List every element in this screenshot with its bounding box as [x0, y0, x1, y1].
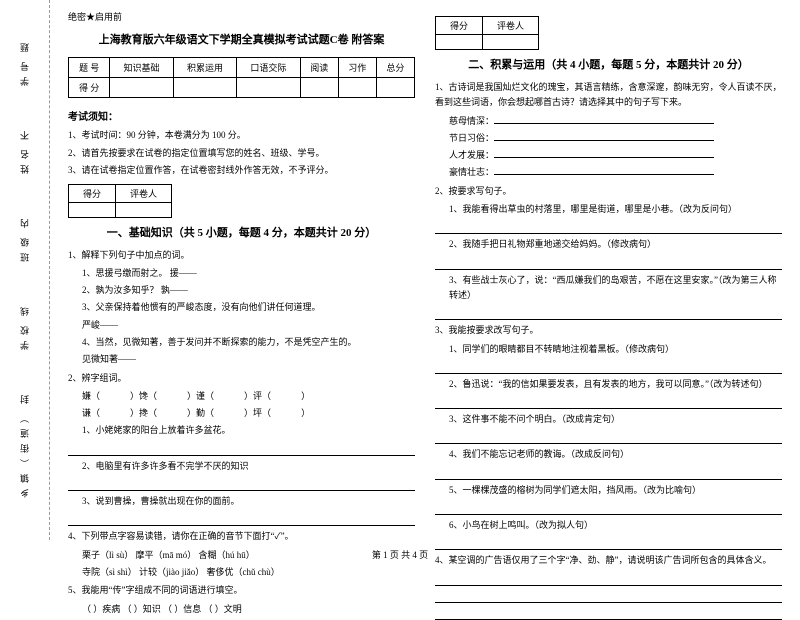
s2q3-item: 6、小鸟在树上鸣叫。（改为拟人句） [449, 518, 782, 533]
score-cell [300, 78, 338, 98]
s2q3-item: 2、鲁迅说：“我的信如果要发表，且有发表的地方，我可以同意。”（改为转述句） [449, 377, 782, 392]
q3-item: 3、说到曹操，曹操就出现在你的面前。 [82, 494, 415, 509]
mini-grader: 评卷人 [483, 17, 539, 35]
score-col: 口语交际 [237, 58, 300, 78]
s2q1-item: 慈母情深： [449, 114, 782, 129]
notice-heading: 考试须知： [68, 108, 415, 123]
score-col: 阅读 [300, 58, 338, 78]
answer-line [435, 572, 782, 586]
q5-stem: 5、我能用“传”字组成不同的词语进行填空。 [68, 583, 415, 598]
q1-item: 4、当然，见微知著，善于发问并不断探索的能力，不是凭空产生的。 [82, 335, 415, 350]
answer-line [435, 220, 782, 234]
answer-line [435, 306, 782, 320]
mini-grader: 评卷人 [116, 184, 172, 202]
s2q1-item: 人才发展： [449, 148, 782, 163]
section2-title: 二、积累与运用（共 4 小题，每题 5 分，本题共计 20 分） [435, 56, 782, 72]
s2q1-stem: 1、古诗词是我国灿烂文化的瑰宝，其语言精练，含意深邃，韵味无穷，令人百读不厌，看… [435, 80, 782, 111]
answer-line [435, 360, 782, 374]
q1-stem: 1、解释下列句子中加点的词。 [68, 248, 415, 263]
q1-item: 3、父亲保持着他惯有的严峻态度，没有向他们讲任何道理。 [82, 300, 415, 315]
s2q3-item: 1、同学们的眼睛都目不转睛地注视着黑板。（修改病句） [449, 342, 782, 357]
sidebar-field-0: 封乡镇（街道） [18, 395, 31, 498]
score-table: 题 号 知识基础 积累运用 口语交际 阅读 习作 总分 得 分 [68, 57, 415, 98]
sidebar-field-4: 题学号 [18, 43, 31, 86]
notice-item: 1、考试时间：90 分钟，本卷满分为 100 分。 [68, 129, 415, 143]
mini-cell [436, 35, 483, 50]
score-col: 总分 [376, 58, 414, 78]
answer-line [435, 256, 782, 270]
answer-line [435, 589, 782, 603]
answer-line [435, 606, 782, 620]
content-area: 绝密★启用前 上海教育版六年级语文下学期全真模拟考试试题C卷 附答案 题 号 知… [50, 0, 800, 540]
answer-line [68, 477, 415, 491]
q2-row: 谦（）搀（）勤（）坪（） [82, 406, 415, 421]
s2q3-item: 5、一棵棵茂盛的榕树为同学们遮太阳，挡风雨。（改为比喻句） [449, 483, 782, 498]
notice-item: 2、请首先按要求在试卷的指定位置填写您的姓名、班级、学号。 [68, 147, 415, 161]
s2q1-item: 节日习俗： [449, 131, 782, 146]
mini-score: 得分 [69, 184, 116, 202]
binding-sidebar: 题学号 不姓名 内班级 线学校 封乡镇（街道） [0, 0, 50, 540]
sidebar-field-1: 线学校 [18, 307, 31, 350]
score-col: 积累运用 [173, 58, 236, 78]
q3-item: 1、小姥姥家的阳台上放着许多盆花。 [82, 423, 415, 438]
section1-title: 一、基础知识（共 5 小题，每题 4 分，本题共计 20 分） [68, 224, 415, 240]
score-cell [376, 78, 414, 98]
grader-table: 得分评卷人 [68, 184, 172, 218]
score-cell [338, 78, 376, 98]
s2q2-item: 2、我随手把日礼物郑重地递交给妈妈。（修改病句） [449, 237, 782, 252]
exam-title: 上海教育版六年级语文下学期全真模拟考试试题C卷 附答案 [68, 31, 415, 47]
q1-item: 严峻—— [82, 318, 415, 333]
sidebar-field-2: 内班级 [18, 219, 31, 262]
secret-tag: 绝密★启用前 [68, 10, 415, 23]
mini-score: 得分 [436, 17, 483, 35]
s2q3-item: 4、我们不能忘记老师的教诲。（改成反问句） [449, 447, 782, 462]
right-column: 得分评卷人 二、积累与运用（共 4 小题，每题 5 分，本题共计 20 分） 1… [425, 10, 792, 530]
score-cell [237, 78, 300, 98]
left-column: 绝密★启用前 上海教育版六年级语文下学期全真模拟考试试题C卷 附答案 题 号 知… [58, 10, 425, 530]
answer-line [435, 466, 782, 480]
grader-table-2: 得分评卷人 [435, 16, 539, 50]
answer-line [435, 395, 782, 409]
answer-line [68, 442, 415, 456]
mini-cell [116, 202, 172, 217]
q3-item: 2、电脑里有许多许多看不完学不厌的知识 [82, 459, 415, 474]
s2q1-item: 豪情壮志： [449, 165, 782, 180]
s2q3-stem: 3、我能按要求改写句子。 [435, 323, 782, 338]
q1-item: 1、思援弓缴而射之。 援—— [82, 266, 415, 281]
q1-item: 2、孰为汝多知乎？ 孰—— [82, 283, 415, 298]
s2q2-stem: 2、按要求写句子。 [435, 184, 782, 199]
page-footer: 第 1 页 共 4 页 [0, 548, 800, 561]
answer-line [435, 430, 782, 444]
answer-line [68, 512, 415, 526]
q4-stem: 4、下列带点字容易读错，请你在正确的音节下面打“✓”。 [68, 529, 415, 544]
q2-row: 嫌（）馋（）谨（）评（） [82, 389, 415, 404]
score-col: 知识基础 [110, 58, 173, 78]
sidebar-field-3: 不姓名 [18, 131, 31, 174]
score-row-label: 得 分 [69, 78, 110, 98]
s2q3-item: 3、这件事不能不问个明白。（改成肯定句） [449, 412, 782, 427]
answer-line [435, 501, 782, 515]
mini-cell [483, 35, 539, 50]
s2q2-item: 1、我能看得出草虫的村落里，哪里是街道，哪里是小巷。（改为反问句） [449, 202, 782, 217]
notice-item: 3、请在试卷指定位置作答，在试卷密封线外作答无效，不予评分。 [68, 164, 415, 178]
q4-item: 寺院（sì shì） 计较（jiào jiǎo） 奢侈优（chǔ chù） [82, 565, 415, 580]
q2-stem: 2、辨字组词。 [68, 371, 415, 386]
mini-cell [69, 202, 116, 217]
score-cell [110, 78, 173, 98]
q5-row: （ ）疾病 （ ）知识 （ ）信息 （ ）文明 [82, 602, 415, 617]
score-col: 习作 [338, 58, 376, 78]
score-cell [173, 78, 236, 98]
s2q2-item: 3、有些战士灰心了，说：“西瓜嫌我们的岛艰苦，不愿在这里安家。”（改为第三人称转… [449, 273, 782, 304]
score-header-label: 题 号 [69, 58, 110, 78]
q1-item: 见微知著—— [82, 352, 415, 367]
